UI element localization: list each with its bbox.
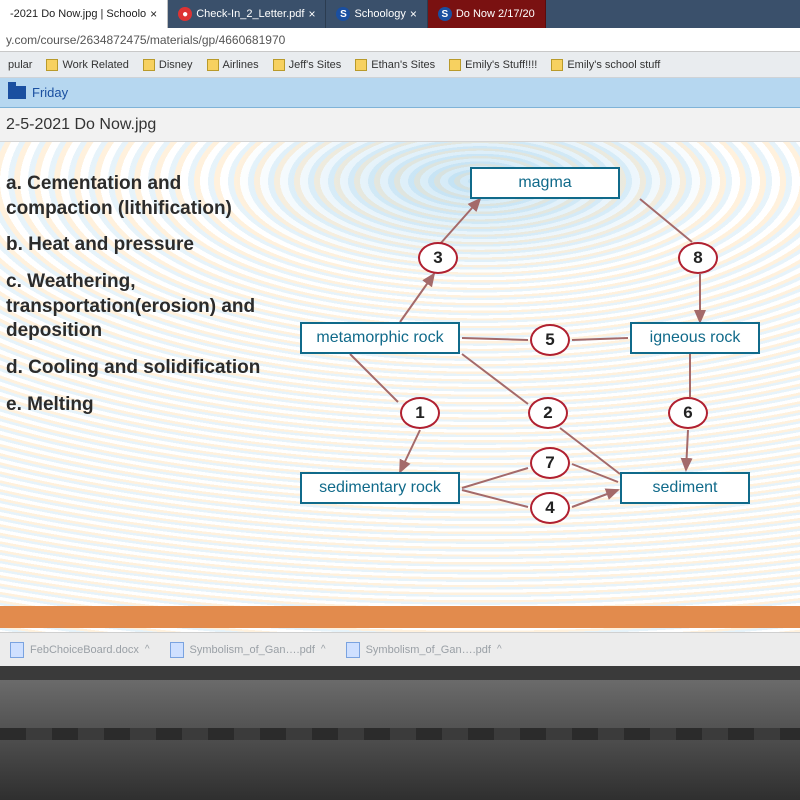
desk-surface [0,680,800,800]
schoology-icon: S [336,7,350,21]
folder-icon [207,59,219,71]
diagram-step-oval: 5 [530,324,570,356]
folder-icon [8,86,26,99]
diagram-step-oval: 7 [530,447,570,479]
download-item[interactable]: Symbolism_of_Gan….pdf ^ [346,642,502,658]
browser-tab[interactable]: S Schoology × [326,0,427,28]
folder-icon [449,59,461,71]
answer-item: b. Heat and pressure [6,233,286,258]
diagram-step-oval: 6 [668,397,708,429]
file-title: 2-5-2021 Do Now.jpg [6,116,156,134]
bookmark-item[interactable]: Work Related [46,59,128,71]
bookmarks-bar: pular Work Related Disney Airlines Jeff'… [0,52,800,78]
tab-label: -2021 Do Now.jpg | Schoolo [10,8,146,20]
chevron-up-icon[interactable]: ^ [321,644,326,655]
diagram-box: igneous rock [630,322,760,354]
document-icon [10,642,24,658]
chevron-up-icon[interactable]: ^ [497,644,502,655]
document-icon [346,642,360,658]
folder-icon [46,59,58,71]
answer-item: c. Weathering, transportation(erosion) a… [6,270,286,344]
browser-tab-bar: -2021 Do Now.jpg | Schoolo × ● Check-In_… [0,0,800,28]
close-icon[interactable]: × [410,7,417,21]
diagram-box: sediment [620,472,750,504]
diagram-step-oval: 2 [528,397,568,429]
diagram-box: sedimentary rock [300,472,460,504]
file-title-bar: 2-5-2021 Do Now.jpg [0,108,800,142]
pdf-icon: ● [178,7,192,21]
diagram-step-oval: 8 [678,242,718,274]
answer-key-list: a. Cementation and compaction (lithifica… [6,172,286,430]
answer-item: e. Melting [6,393,286,418]
diagram-step-oval: 4 [530,492,570,524]
diagram-step-oval: 3 [418,242,458,274]
chevron-up-icon[interactable]: ^ [145,644,150,655]
tab-label: Schoology [354,8,405,20]
folder-icon [355,59,367,71]
browser-tab[interactable]: S Do Now 2/17/20 [428,0,546,28]
bookmark-item[interactable]: Jeff's Sites [273,59,342,71]
diagram-step-oval: 1 [400,397,440,429]
folder-icon [273,59,285,71]
bookmark-item[interactable]: Disney [143,59,193,71]
close-icon[interactable]: × [308,7,315,21]
url-text: y.com/course/2634872475/materials/gp/466… [6,33,285,47]
schoology-icon: S [438,7,452,21]
bookmark-item[interactable]: Ethan's Sites [355,59,435,71]
worksheet-canvas: a. Cementation and compaction (lithifica… [0,142,800,632]
slide-footer-bar [0,606,800,628]
downloads-shelf: FebChoiceBoard.docx ^ Symbolism_of_Gan….… [0,632,800,666]
bookmark-item[interactable]: Emily's Stuff!!!! [449,59,537,71]
address-bar[interactable]: y.com/course/2634872475/materials/gp/466… [0,28,800,52]
answer-item: d. Cooling and solidification [6,356,286,381]
tab-label: Do Now 2/17/20 [456,8,535,20]
breadcrumb-bar: Friday [0,78,800,108]
bookmark-item[interactable]: Airlines [207,59,259,71]
folder-icon [551,59,563,71]
close-icon[interactable]: × [150,7,157,21]
document-icon [170,642,184,658]
bookmark-item[interactable]: pular [8,59,32,71]
diagram-box: magma [470,167,620,199]
browser-tab[interactable]: ● Check-In_2_Letter.pdf × [168,0,326,28]
breadcrumb-label[interactable]: Friday [32,85,68,100]
download-item[interactable]: Symbolism_of_Gan….pdf ^ [170,642,326,658]
tab-label: Check-In_2_Letter.pdf [196,8,304,20]
answer-item: a. Cementation and compaction (lithifica… [6,172,286,221]
browser-tab[interactable]: -2021 Do Now.jpg | Schoolo × [0,0,168,28]
bookmark-item[interactable]: Emily's school stuff [551,59,660,71]
diagram-box: metamorphic rock [300,322,460,354]
folder-icon [143,59,155,71]
download-item[interactable]: FebChoiceBoard.docx ^ [10,642,150,658]
